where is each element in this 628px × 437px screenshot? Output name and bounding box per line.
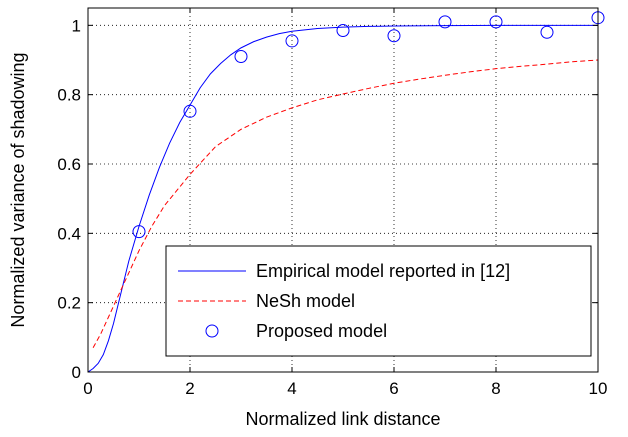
ticks: 0 2 4 6 8 10 0 0.2 0.4 0.6 0.8 1 — [57, 8, 607, 398]
nesh-model-line — [92, 59, 599, 348]
data-point — [336, 24, 350, 38]
y-tick-label: 0.4 — [57, 224, 81, 243]
data-point — [489, 15, 503, 29]
y-tick-label: 0.8 — [57, 86, 81, 105]
y-tick-label: 0.2 — [57, 294, 81, 313]
data-point — [234, 50, 248, 64]
legend-items: Empirical model reported in [12] NeSh mod… — [178, 261, 510, 341]
y-tick-label: 0.6 — [57, 155, 81, 174]
y-axis-label: Normalized variance of shadowing — [8, 52, 28, 327]
legend-label: Proposed model — [256, 321, 387, 341]
y-tick-label: 0 — [72, 363, 81, 382]
data-point — [438, 15, 452, 29]
data-point — [285, 34, 299, 48]
data-point — [387, 29, 401, 43]
x-axis-label: Normalized link distance — [245, 409, 440, 429]
legend-item: Proposed model — [205, 321, 387, 341]
legend-label: Empirical model reported in [12] — [256, 261, 510, 281]
data-point — [183, 104, 197, 118]
empirical-model-line — [87, 24, 598, 373]
x-tick-label: 4 — [287, 379, 296, 398]
x-tick-label: 0 — [83, 379, 92, 398]
plot-frame — [87, 7, 599, 373]
legend-item: NeSh model — [178, 291, 355, 311]
legend-label: NeSh model — [256, 291, 355, 311]
x-tick-label: 2 — [185, 379, 194, 398]
data-point — [132, 225, 146, 239]
data-point — [540, 25, 554, 39]
series-layer — [87, 11, 605, 373]
proposed-model-markers — [132, 11, 605, 239]
x-tick-label: 10 — [589, 379, 608, 398]
x-tick-label: 6 — [389, 379, 398, 398]
x-tick-label: 8 — [491, 379, 500, 398]
legend: Empirical model reported in [12] NeSh mod… — [165, 245, 592, 357]
legend-item: Empirical model reported in [12] — [178, 261, 510, 281]
y-tick-label: 1 — [72, 16, 81, 35]
legend-marker — [205, 324, 219, 338]
